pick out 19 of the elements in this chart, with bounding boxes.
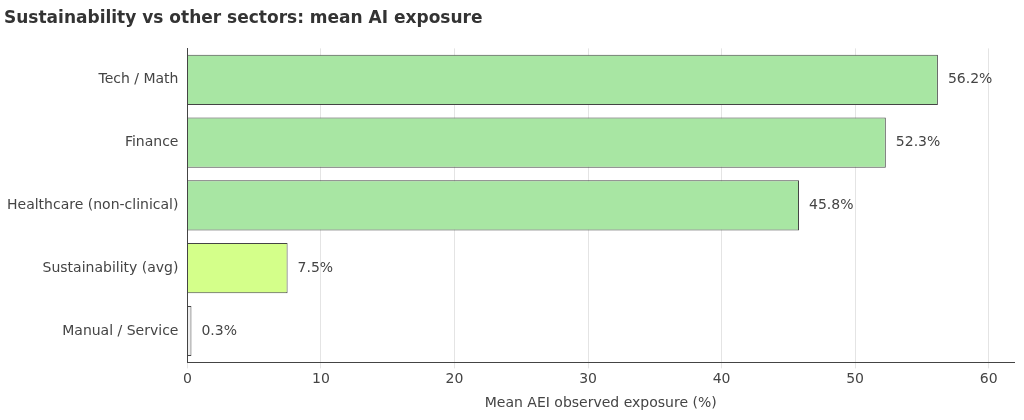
x-tick-label: 30 [579, 370, 597, 387]
data-label: 52.3% [895, 133, 941, 150]
x-tick-label: 0 [182, 370, 192, 387]
x-tick-label: 20 [445, 370, 464, 387]
chart-title: Sustainability vs other sectors: mean AI exposure [4, 6, 483, 27]
y-tick-label: Manual / Service [62, 321, 179, 338]
x-tick-label: 10 [312, 370, 330, 387]
data-label: 0.3% [201, 321, 238, 338]
y-tick-label: Sustainability (avg) [42, 258, 179, 275]
data-label: 7.5% [297, 258, 334, 275]
y-tick-label: Tech / Math [97, 70, 179, 87]
data-label: 56.2% [947, 70, 993, 87]
x-tick-label: 50 [846, 370, 865, 387]
y-tick-label: Finance [124, 133, 179, 150]
x-tick-label: 60 [979, 370, 998, 387]
y-tick-label: Healthcare (non-clinical) [7, 196, 179, 213]
x-tick-label: 40 [712, 370, 731, 387]
data-label: 45.8% [809, 196, 854, 213]
x-axis-title: Mean AEI observed exposure (%) [484, 394, 717, 411]
